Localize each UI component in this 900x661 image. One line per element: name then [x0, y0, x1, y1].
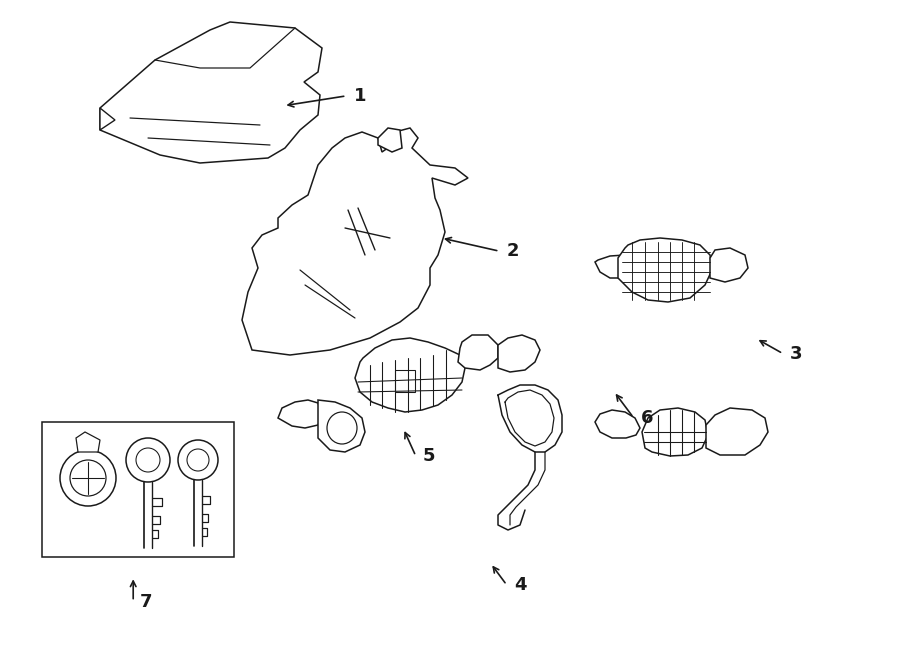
Text: 1: 1 — [354, 87, 366, 105]
Polygon shape — [642, 408, 708, 456]
Text: 7: 7 — [140, 592, 153, 611]
Polygon shape — [395, 370, 415, 392]
Polygon shape — [710, 248, 748, 282]
Polygon shape — [318, 400, 365, 452]
Text: 6: 6 — [641, 408, 653, 427]
Text: 5: 5 — [423, 447, 436, 465]
Polygon shape — [100, 108, 115, 130]
Polygon shape — [355, 338, 465, 412]
Polygon shape — [498, 335, 540, 372]
Circle shape — [178, 440, 218, 480]
Polygon shape — [458, 335, 498, 370]
Circle shape — [60, 450, 116, 506]
Polygon shape — [278, 400, 322, 428]
Ellipse shape — [327, 412, 357, 444]
Polygon shape — [378, 128, 402, 152]
Bar — [42, 422, 234, 557]
Polygon shape — [595, 255, 635, 278]
Text: 4: 4 — [514, 576, 526, 594]
Text: 2: 2 — [507, 242, 519, 260]
Polygon shape — [595, 410, 640, 438]
Polygon shape — [618, 238, 712, 302]
Polygon shape — [706, 408, 768, 455]
Circle shape — [126, 438, 170, 482]
Text: 3: 3 — [790, 344, 803, 363]
Polygon shape — [242, 128, 468, 355]
Polygon shape — [100, 22, 322, 163]
Polygon shape — [76, 432, 100, 452]
